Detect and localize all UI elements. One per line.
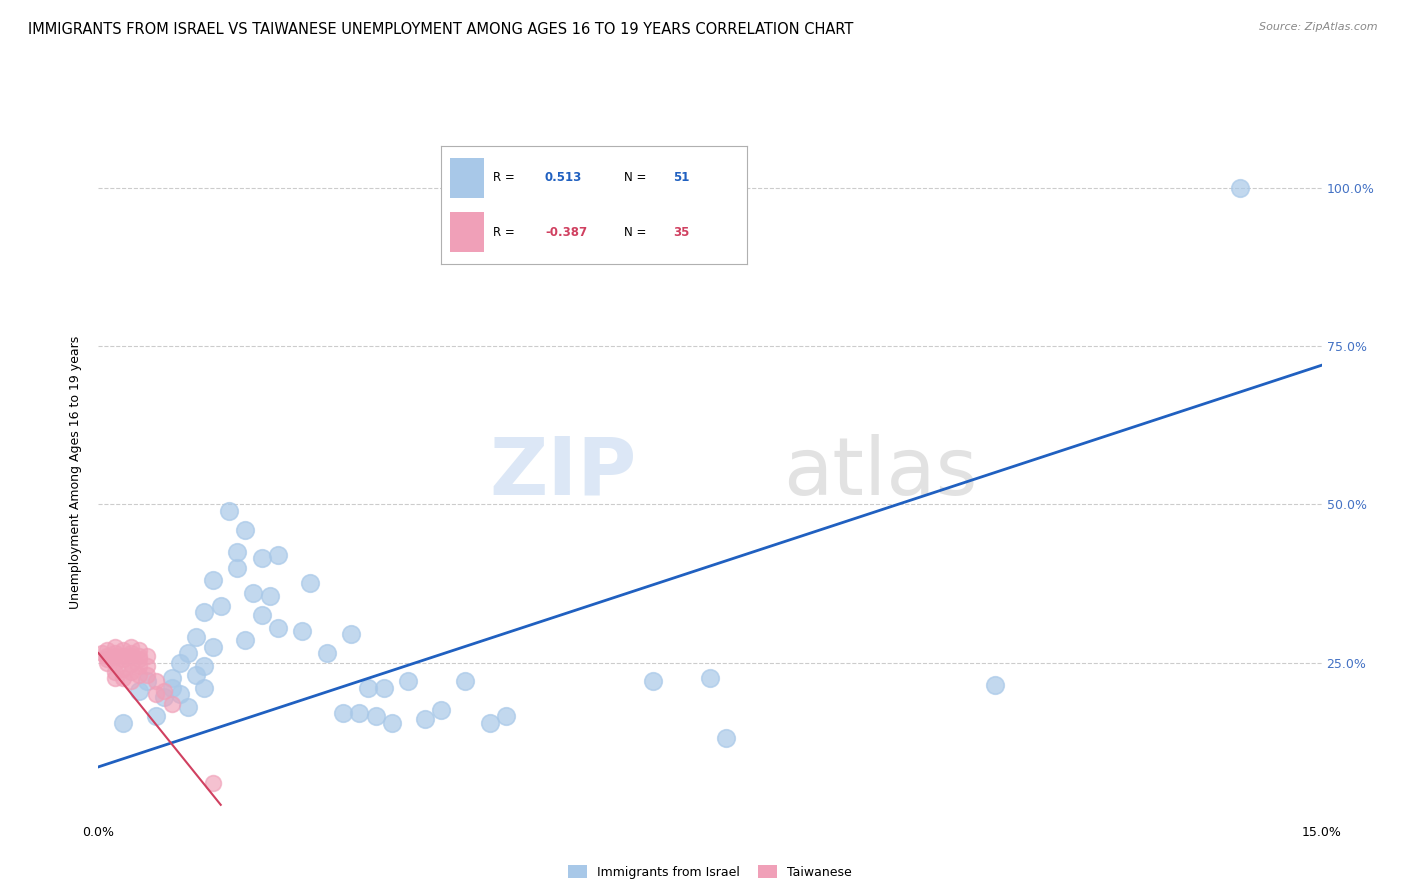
Point (120, 657, 142, 671)
Point (478, 715, 501, 730)
Point (145, 674, 167, 689)
Point (430, 703, 453, 717)
Legend: Immigrants from Israel, Taiwanese: Immigrants from Israel, Taiwanese (562, 861, 858, 884)
Point (177, 646, 200, 660)
Point (250, 608, 273, 623)
Point (233, 523, 256, 537)
Y-axis label: Unemployment Among Ages 16 to 19 years: Unemployment Among Ages 16 to 19 years (69, 336, 83, 609)
Point (349, 706, 371, 720)
Point (111, 643, 134, 657)
Point (716, 731, 738, 746)
Point (128, 658, 150, 673)
Point (396, 674, 419, 689)
Point (169, 656, 191, 670)
Point (381, 715, 404, 730)
Text: atlas: atlas (783, 434, 977, 512)
Point (111, 652, 134, 666)
Point (186, 668, 208, 682)
Point (984, 678, 1007, 692)
Point (495, 709, 517, 723)
Point (193, 681, 215, 695)
Point (128, 668, 150, 682)
Point (128, 652, 150, 666)
Point (201, 574, 224, 588)
Point (218, 504, 240, 518)
Point (96, 652, 118, 666)
Point (120, 640, 142, 654)
Point (111, 662, 134, 676)
Point (226, 560, 249, 574)
Point (104, 649, 127, 664)
Point (120, 646, 142, 660)
Point (267, 621, 290, 635)
Point (128, 649, 150, 664)
Point (104, 640, 127, 654)
Point (104, 656, 127, 670)
Point (413, 713, 436, 727)
Point (226, 545, 249, 559)
Point (96, 643, 118, 657)
Point (128, 643, 150, 657)
Point (104, 671, 127, 685)
Point (201, 775, 224, 789)
Point (104, 646, 127, 660)
Point (454, 674, 477, 689)
Point (242, 586, 264, 600)
Point (160, 671, 183, 685)
Point (160, 681, 183, 695)
Point (209, 599, 232, 613)
Point (120, 665, 142, 679)
Point (267, 548, 290, 562)
Text: ZIP: ZIP (489, 434, 637, 512)
Point (145, 709, 167, 723)
Text: IMMIGRANTS FROM ISRAEL VS TAIWANESE UNEMPLOYMENT AMONG AGES 16 TO 19 YEARS CORRE: IMMIGRANTS FROM ISRAEL VS TAIWANESE UNEM… (28, 22, 853, 37)
Point (136, 674, 159, 689)
Point (91, 646, 114, 660)
Point (201, 640, 224, 654)
Point (104, 665, 127, 679)
Point (111, 671, 134, 685)
Point (136, 668, 159, 682)
Point (641, 674, 664, 689)
Point (193, 605, 215, 619)
Text: Source: ZipAtlas.com: Source: ZipAtlas.com (1260, 22, 1378, 32)
Point (315, 646, 337, 660)
Point (160, 697, 183, 711)
Point (111, 715, 134, 730)
Point (111, 649, 134, 664)
Point (364, 709, 387, 723)
Point (340, 627, 363, 641)
Point (299, 576, 322, 591)
Point (120, 649, 142, 664)
Point (96, 649, 118, 664)
Point (136, 649, 159, 664)
Point (120, 674, 142, 689)
Point (373, 681, 395, 695)
Point (177, 699, 200, 714)
Point (1229, 181, 1251, 195)
Point (332, 706, 354, 720)
Point (128, 684, 150, 698)
Point (136, 658, 159, 673)
Point (291, 624, 314, 638)
Point (356, 681, 378, 695)
Point (169, 687, 191, 701)
Point (233, 633, 256, 648)
Point (193, 658, 215, 673)
Point (152, 690, 174, 705)
Point (250, 551, 273, 566)
Point (699, 671, 721, 685)
Point (145, 687, 167, 701)
Point (259, 589, 281, 603)
Point (152, 684, 174, 698)
Point (96, 656, 118, 670)
Point (186, 630, 208, 644)
